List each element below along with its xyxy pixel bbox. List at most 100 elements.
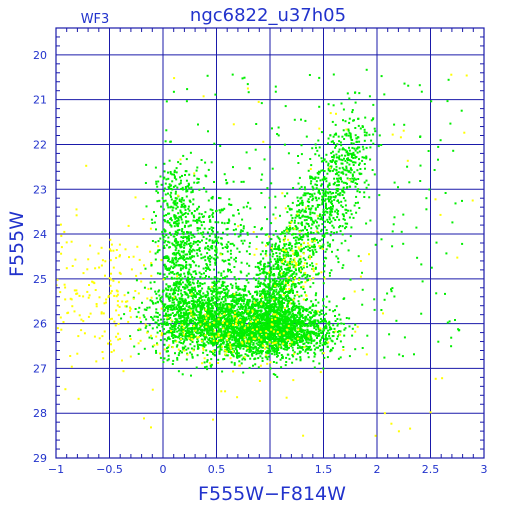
data-point bbox=[192, 299, 195, 302]
data-point bbox=[214, 338, 217, 340]
data-point bbox=[269, 280, 272, 283]
data-point bbox=[167, 289, 170, 291]
data-point bbox=[312, 253, 315, 256]
data-point bbox=[365, 68, 368, 71]
data-point bbox=[162, 309, 165, 312]
data-point bbox=[251, 322, 254, 324]
data-point bbox=[309, 316, 311, 319]
data-point bbox=[186, 329, 189, 331]
data-point bbox=[218, 303, 221, 305]
data-point bbox=[279, 301, 282, 304]
data-point bbox=[257, 341, 260, 344]
data-point bbox=[200, 344, 203, 347]
data-point bbox=[365, 131, 368, 134]
data-point bbox=[279, 313, 282, 316]
data-point bbox=[300, 333, 303, 336]
data-point bbox=[210, 329, 212, 332]
data-point bbox=[344, 222, 347, 225]
data-point bbox=[298, 242, 301, 244]
data-point bbox=[337, 261, 340, 264]
data-point bbox=[251, 300, 254, 303]
data-point bbox=[212, 325, 215, 328]
data-point bbox=[305, 341, 308, 344]
data-point bbox=[239, 314, 242, 316]
data-point bbox=[261, 292, 264, 295]
data-point bbox=[280, 347, 283, 350]
data-point bbox=[299, 318, 301, 321]
data-point bbox=[209, 364, 212, 367]
data-point bbox=[210, 342, 213, 345]
data-point bbox=[212, 323, 215, 326]
data-point bbox=[315, 304, 318, 307]
data-point bbox=[222, 307, 225, 310]
data-point bbox=[332, 204, 334, 207]
data-point bbox=[302, 309, 305, 312]
data-point bbox=[308, 334, 311, 337]
data-point bbox=[166, 267, 168, 270]
data-point bbox=[288, 228, 291, 231]
data-point bbox=[278, 294, 281, 296]
data-point bbox=[334, 162, 337, 165]
data-point bbox=[284, 348, 287, 351]
data-point bbox=[267, 299, 270, 302]
data-point bbox=[179, 317, 182, 320]
data-point bbox=[199, 313, 202, 316]
data-point bbox=[214, 304, 217, 306]
data-point bbox=[293, 351, 296, 354]
data-point bbox=[263, 336, 266, 339]
data-point bbox=[315, 225, 318, 228]
data-point bbox=[252, 326, 255, 328]
data-point bbox=[217, 358, 220, 361]
data-point bbox=[312, 188, 315, 191]
data-point bbox=[343, 334, 346, 337]
data-point bbox=[248, 253, 251, 255]
data-point bbox=[300, 250, 303, 253]
data-point bbox=[260, 341, 263, 344]
data-point bbox=[253, 351, 255, 354]
data-point bbox=[263, 318, 266, 321]
data-point bbox=[260, 316, 263, 319]
data-point bbox=[208, 327, 211, 330]
data-point bbox=[245, 324, 248, 327]
data-point bbox=[342, 168, 345, 171]
data-point bbox=[297, 320, 300, 323]
data-point bbox=[221, 280, 224, 283]
data-point bbox=[258, 345, 261, 348]
data-point bbox=[298, 176, 301, 179]
data-point bbox=[291, 330, 293, 333]
data-point bbox=[249, 310, 252, 313]
data-point bbox=[243, 345, 246, 348]
data-point bbox=[282, 254, 285, 257]
data-point bbox=[205, 321, 208, 324]
data-point bbox=[279, 289, 282, 292]
data-point bbox=[249, 329, 252, 332]
data-point bbox=[269, 303, 272, 306]
data-point bbox=[288, 297, 290, 300]
data-point bbox=[260, 310, 263, 313]
data-point bbox=[263, 301, 266, 304]
data-point bbox=[312, 252, 315, 255]
data-point bbox=[346, 177, 349, 180]
data-point bbox=[299, 358, 302, 361]
data-point bbox=[293, 317, 295, 320]
data-point bbox=[322, 179, 325, 182]
data-point bbox=[220, 348, 223, 351]
data-point bbox=[250, 322, 252, 325]
data-point bbox=[209, 302, 212, 305]
data-point bbox=[192, 310, 195, 313]
data-point bbox=[301, 275, 304, 278]
data-point bbox=[292, 302, 295, 305]
data-point bbox=[335, 153, 338, 156]
data-point bbox=[358, 207, 361, 209]
data-point bbox=[298, 234, 301, 236]
data-point bbox=[350, 138, 353, 141]
data-point bbox=[304, 245, 307, 248]
data-point bbox=[330, 165, 333, 168]
data-point bbox=[313, 319, 316, 322]
data-point bbox=[275, 353, 278, 355]
data-point bbox=[180, 315, 183, 317]
data-point bbox=[249, 357, 252, 360]
data-point bbox=[304, 209, 307, 212]
data-point bbox=[272, 373, 275, 376]
data-point bbox=[226, 285, 229, 287]
